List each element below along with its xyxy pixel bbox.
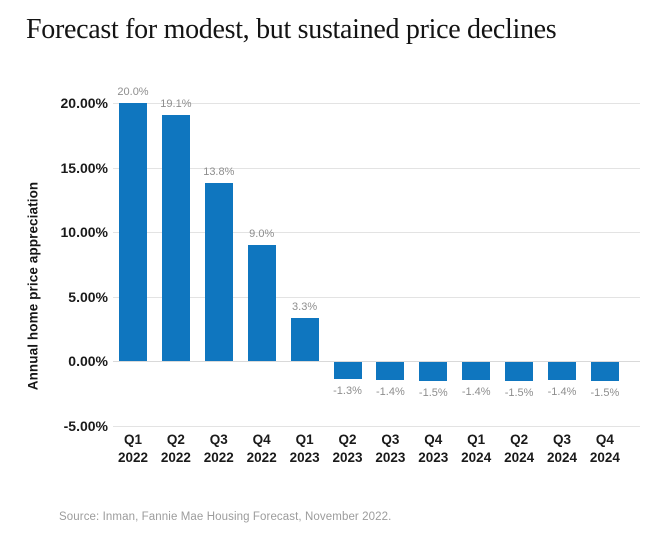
x-tick-label: Q1 2022: [118, 431, 148, 467]
x-tick-year: 2023: [418, 450, 449, 465]
gridline: [113, 167, 640, 169]
bar-value-label: 9.0%: [249, 227, 275, 240]
x-tick-year: 2023: [289, 450, 320, 465]
x-tick-quarter: Q1: [123, 432, 143, 447]
x-tick-quarter: Q4: [252, 432, 271, 447]
x-tick-quarter: Q2: [166, 432, 185, 447]
x-tick-label: Q4 2022: [247, 431, 277, 467]
bar-value-label: 19.1%: [160, 97, 192, 110]
x-tick-year: 2023: [375, 450, 406, 465]
x-tick-year: 2024: [589, 450, 620, 465]
x-tick-quarter: Q2: [338, 432, 357, 447]
bar-q3-2022: [204, 182, 233, 361]
y-tick-label: 5.00%: [68, 288, 108, 305]
gridline: [113, 296, 640, 298]
gridline: [113, 425, 640, 427]
gridline: [113, 361, 640, 362]
x-tick-label: Q4 2024: [590, 431, 620, 467]
x-tick-quarter: Q1: [467, 432, 486, 447]
bar-q2-2023: [333, 362, 362, 379]
x-tick-label: Q1 2023: [290, 431, 320, 467]
bar-value-label: 20.0%: [117, 86, 149, 98]
bar-value-label: 3.3%: [292, 301, 318, 314]
bar-q4-2023: [419, 362, 448, 382]
bar-value-label: -1.4%: [376, 386, 405, 399]
chart-title: Forecast for modest, but sustained price…: [26, 14, 557, 45]
x-tick-quarter: Q1: [295, 432, 314, 447]
x-tick-label: Q3 2022: [204, 431, 234, 467]
x-tick-label: Q2 2023: [332, 431, 362, 467]
x-tick-year: 2022: [246, 450, 277, 465]
x-tick-label: Q4 2023: [418, 431, 448, 467]
bar-value-label: -1.4%: [547, 386, 577, 399]
bar-value-label: -1.5%: [504, 387, 534, 400]
x-tick-quarter: Q2: [510, 432, 529, 447]
bar-value-label: -1.4%: [461, 386, 491, 399]
gridline: [113, 232, 640, 233]
bar-q1-2022: [119, 103, 147, 361]
x-tick-year: 2023: [332, 450, 363, 465]
bar-value-label: 13.8%: [203, 165, 235, 178]
x-tick-label: Q2 2024: [504, 431, 534, 467]
bar-value-label: -1.5%: [418, 387, 448, 400]
x-tick-label: Q1 2024: [461, 431, 491, 467]
x-tick-year: 2024: [546, 450, 578, 465]
x-tick-year: 2022: [117, 450, 149, 465]
x-tick-label: Q3 2024: [547, 431, 577, 467]
bar-q3-2023: [376, 362, 405, 381]
y-tick-label: 15.00%: [60, 159, 108, 176]
gridline: [113, 103, 640, 104]
x-tick-quarter: Q3: [209, 432, 228, 447]
y-tick-label: 10.00%: [60, 224, 108, 240]
x-tick-quarter: Q4: [595, 432, 614, 447]
x-tick-year: 2022: [160, 450, 191, 465]
bar-q1-2023: [290, 318, 319, 361]
bar-value-label: -1.5%: [590, 387, 620, 400]
bar-q2-2024: [505, 362, 534, 382]
bar-q4-2024: [590, 362, 619, 382]
x-tick-year: 2024: [461, 450, 492, 465]
bar-q1-2024: [462, 362, 491, 381]
bar-value-label: -1.3%: [333, 384, 362, 397]
x-tick-year: 2024: [504, 450, 535, 465]
source-note: Source: Inman, Fannie Mae Housing Foreca…: [59, 511, 392, 523]
x-tick-quarter: Q3: [552, 432, 572, 447]
x-tick-quarter: Q4: [424, 432, 443, 447]
y-tick-label: -5.00%: [63, 417, 108, 434]
x-tick-year: 2022: [203, 450, 234, 465]
x-tick-label: Q2 2022: [161, 431, 191, 467]
bar-q2-2022: [161, 114, 190, 361]
y-tick-label: 20.00%: [60, 95, 108, 111]
bar-q4-2022: [247, 244, 276, 361]
x-tick-quarter: Q3: [381, 432, 400, 447]
y-tick-label: 0.00%: [68, 353, 108, 369]
x-tick-label: Q3 2023: [375, 431, 405, 467]
bar-q3-2024: [548, 362, 576, 381]
